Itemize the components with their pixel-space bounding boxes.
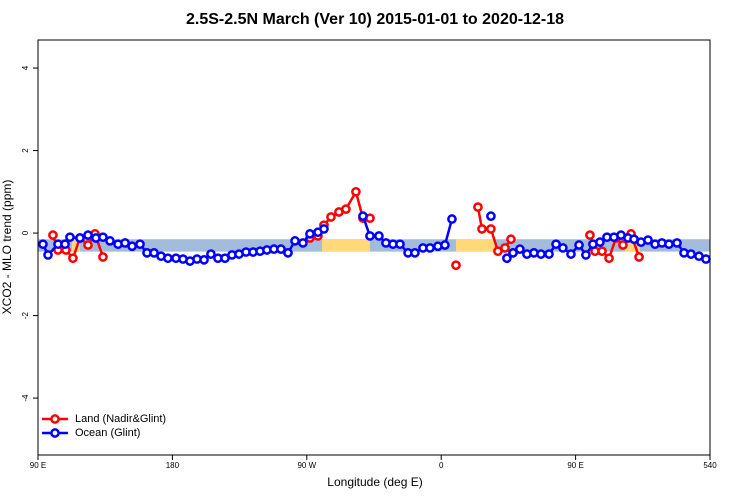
- data-point: [581, 250, 591, 260]
- data-point: [701, 254, 711, 264]
- data-point: [440, 240, 450, 250]
- data-point: [365, 231, 375, 241]
- data-point: [486, 211, 496, 221]
- data-point: [410, 248, 420, 258]
- chart-title: 2.5S-2.5N March (Ver 10) 2015-01-01 to 2…: [186, 11, 564, 28]
- data-point: [664, 239, 674, 250]
- data-point: [298, 238, 308, 248]
- data-point: [672, 238, 682, 248]
- reference-band: [38, 239, 710, 252]
- y-tick-label: 0: [21, 230, 30, 235]
- data-point: [326, 212, 336, 222]
- data-point: [60, 239, 70, 250]
- data-point: [634, 252, 644, 262]
- data-point: [574, 240, 584, 250]
- data-point: [515, 244, 525, 255]
- data-point: [38, 239, 48, 250]
- y-axis-label: XCO2 - MLO trend (ppm): [0, 180, 14, 315]
- data-point: [341, 204, 351, 214]
- data-point: [319, 224, 329, 234]
- data-point: [558, 243, 568, 253]
- data-point: [358, 211, 368, 221]
- data-point: [502, 253, 512, 264]
- x-tick-label: 90 W: [297, 461, 316, 470]
- x-axis-label: Longitude (deg E): [327, 475, 422, 489]
- data-point: [305, 229, 315, 239]
- data-point: [451, 260, 461, 271]
- data-point: [477, 224, 487, 234]
- data-point: [425, 243, 435, 253]
- data-point: [83, 240, 93, 250]
- plot-frame: [37, 39, 711, 456]
- data-point: [351, 186, 361, 197]
- data-point: [508, 248, 518, 258]
- data-point: [68, 253, 78, 264]
- data-point: [566, 249, 576, 259]
- y-tick-label: 2: [21, 148, 30, 153]
- data-point: [618, 240, 628, 250]
- data-point: [486, 224, 496, 234]
- data-point: [604, 253, 614, 264]
- x-tick-label: 0: [439, 461, 444, 470]
- data-point: [447, 214, 457, 224]
- y-tick-label: -4: [21, 394, 30, 402]
- legend-marker: [50, 428, 60, 438]
- data-point: [506, 234, 516, 245]
- data-point: [595, 237, 605, 247]
- legend-label: Ocean (Glint): [75, 427, 140, 439]
- data-point: [290, 236, 300, 246]
- x-tick-label: 90 E: [567, 461, 583, 470]
- data-point: [686, 249, 696, 259]
- data-point: [276, 244, 286, 255]
- legend-marker: [50, 414, 60, 424]
- y-tick-label: 4: [21, 65, 30, 70]
- reference-band: [72, 239, 80, 252]
- data-point: [544, 249, 554, 259]
- x-tick-label: 180: [166, 461, 180, 470]
- data-point: [473, 202, 483, 212]
- data-point: [395, 239, 405, 250]
- data-point: [536, 249, 546, 259]
- y-tick-label: -2: [21, 311, 30, 319]
- data-point: [597, 246, 607, 257]
- data-point: [75, 233, 85, 243]
- data-point: [135, 239, 145, 250]
- x-tick-label: 90 E: [30, 461, 46, 470]
- data-point: [206, 249, 216, 259]
- reference-band: [322, 239, 370, 252]
- data-point: [65, 232, 75, 243]
- data-point: [163, 253, 173, 264]
- data-point: [98, 232, 108, 243]
- data-point: [643, 235, 653, 245]
- data-point: [83, 230, 93, 240]
- data-point: [127, 241, 137, 252]
- legend-label: Land (Nadir&Glint): [75, 413, 166, 425]
- x-tick-label: 540: [703, 461, 717, 470]
- data-point: [98, 252, 108, 262]
- data-point: [283, 248, 293, 258]
- data-point: [48, 230, 58, 240]
- reference-band: [455, 239, 495, 252]
- data-point: [585, 230, 595, 240]
- data-point: [374, 231, 384, 241]
- data-point: [500, 243, 510, 253]
- data-point: [43, 250, 53, 260]
- data-point: [551, 239, 561, 250]
- data-point: [105, 236, 115, 246]
- data-point: [199, 255, 209, 265]
